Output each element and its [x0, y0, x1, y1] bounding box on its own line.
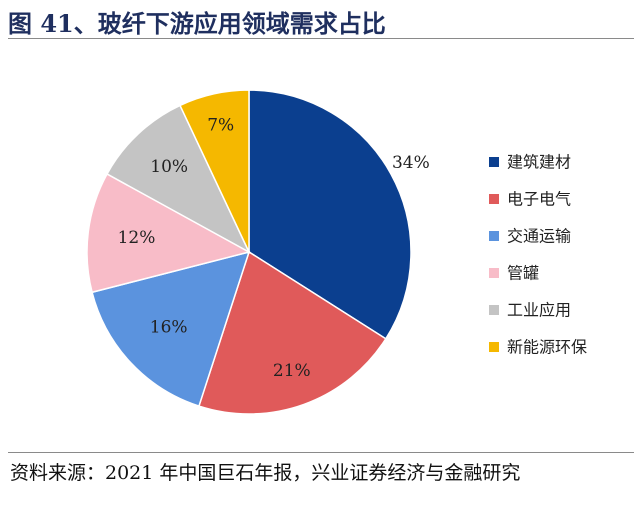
title-divider [8, 38, 634, 39]
pie-slice [248, 89, 412, 340]
legend-item: 电子电气 [489, 190, 571, 209]
legend-swatch [489, 268, 499, 278]
pie-slice [106, 104, 251, 254]
pie-slices [86, 89, 412, 415]
legend-label: 新能源环保 [507, 338, 587, 357]
legend-swatch [489, 157, 499, 167]
pie-slice [86, 172, 252, 294]
pie-slice-label: 7% [207, 116, 234, 136]
pie-chart: 34% 21% 16% 12% 10% 7% 建筑建材电子电气交通运输管罐工业应用新能源环… [86, 89, 587, 415]
legend-swatch [489, 194, 499, 204]
legend-label: 管罐 [507, 264, 539, 283]
legend-swatch [489, 305, 499, 315]
legend-item: 管罐 [489, 264, 539, 283]
source-note: 资料来源：2021 年中国巨石年报，兴业证券经济与金融研究 [10, 462, 521, 484]
pie-slice-label: 34% [392, 153, 430, 173]
legend-swatch [489, 231, 499, 241]
legend-label: 工业应用 [507, 301, 571, 320]
legend-label: 电子电气 [507, 190, 571, 209]
page-title: 图 41、玻纤下游应用领域需求占比 [8, 9, 386, 38]
title-bar: 图 41、玻纤下游应用领域需求占比 [8, 0, 634, 40]
source-divider [8, 452, 634, 453]
pie-slice-label: 21% [273, 361, 311, 381]
pie-slice [197, 250, 387, 415]
legend-item: 交通运输 [489, 227, 571, 246]
pie-slice-label: 16% [150, 317, 188, 337]
pie-slice-label: 10% [150, 157, 188, 177]
legend-label: 建筑建材 [507, 153, 571, 172]
pie-slice [179, 89, 250, 253]
legend-swatch [489, 342, 499, 352]
pie-slice-labels: 34% 21% 16% 12% 10% 7% [118, 116, 430, 381]
legend-item: 工业应用 [489, 301, 571, 320]
pie-slice [91, 250, 251, 408]
pie-slice-label: 12% [118, 228, 156, 248]
legend-item: 新能源环保 [489, 338, 587, 357]
legend-label: 交通运输 [507, 227, 571, 246]
legend-item: 建筑建材 [489, 153, 571, 172]
